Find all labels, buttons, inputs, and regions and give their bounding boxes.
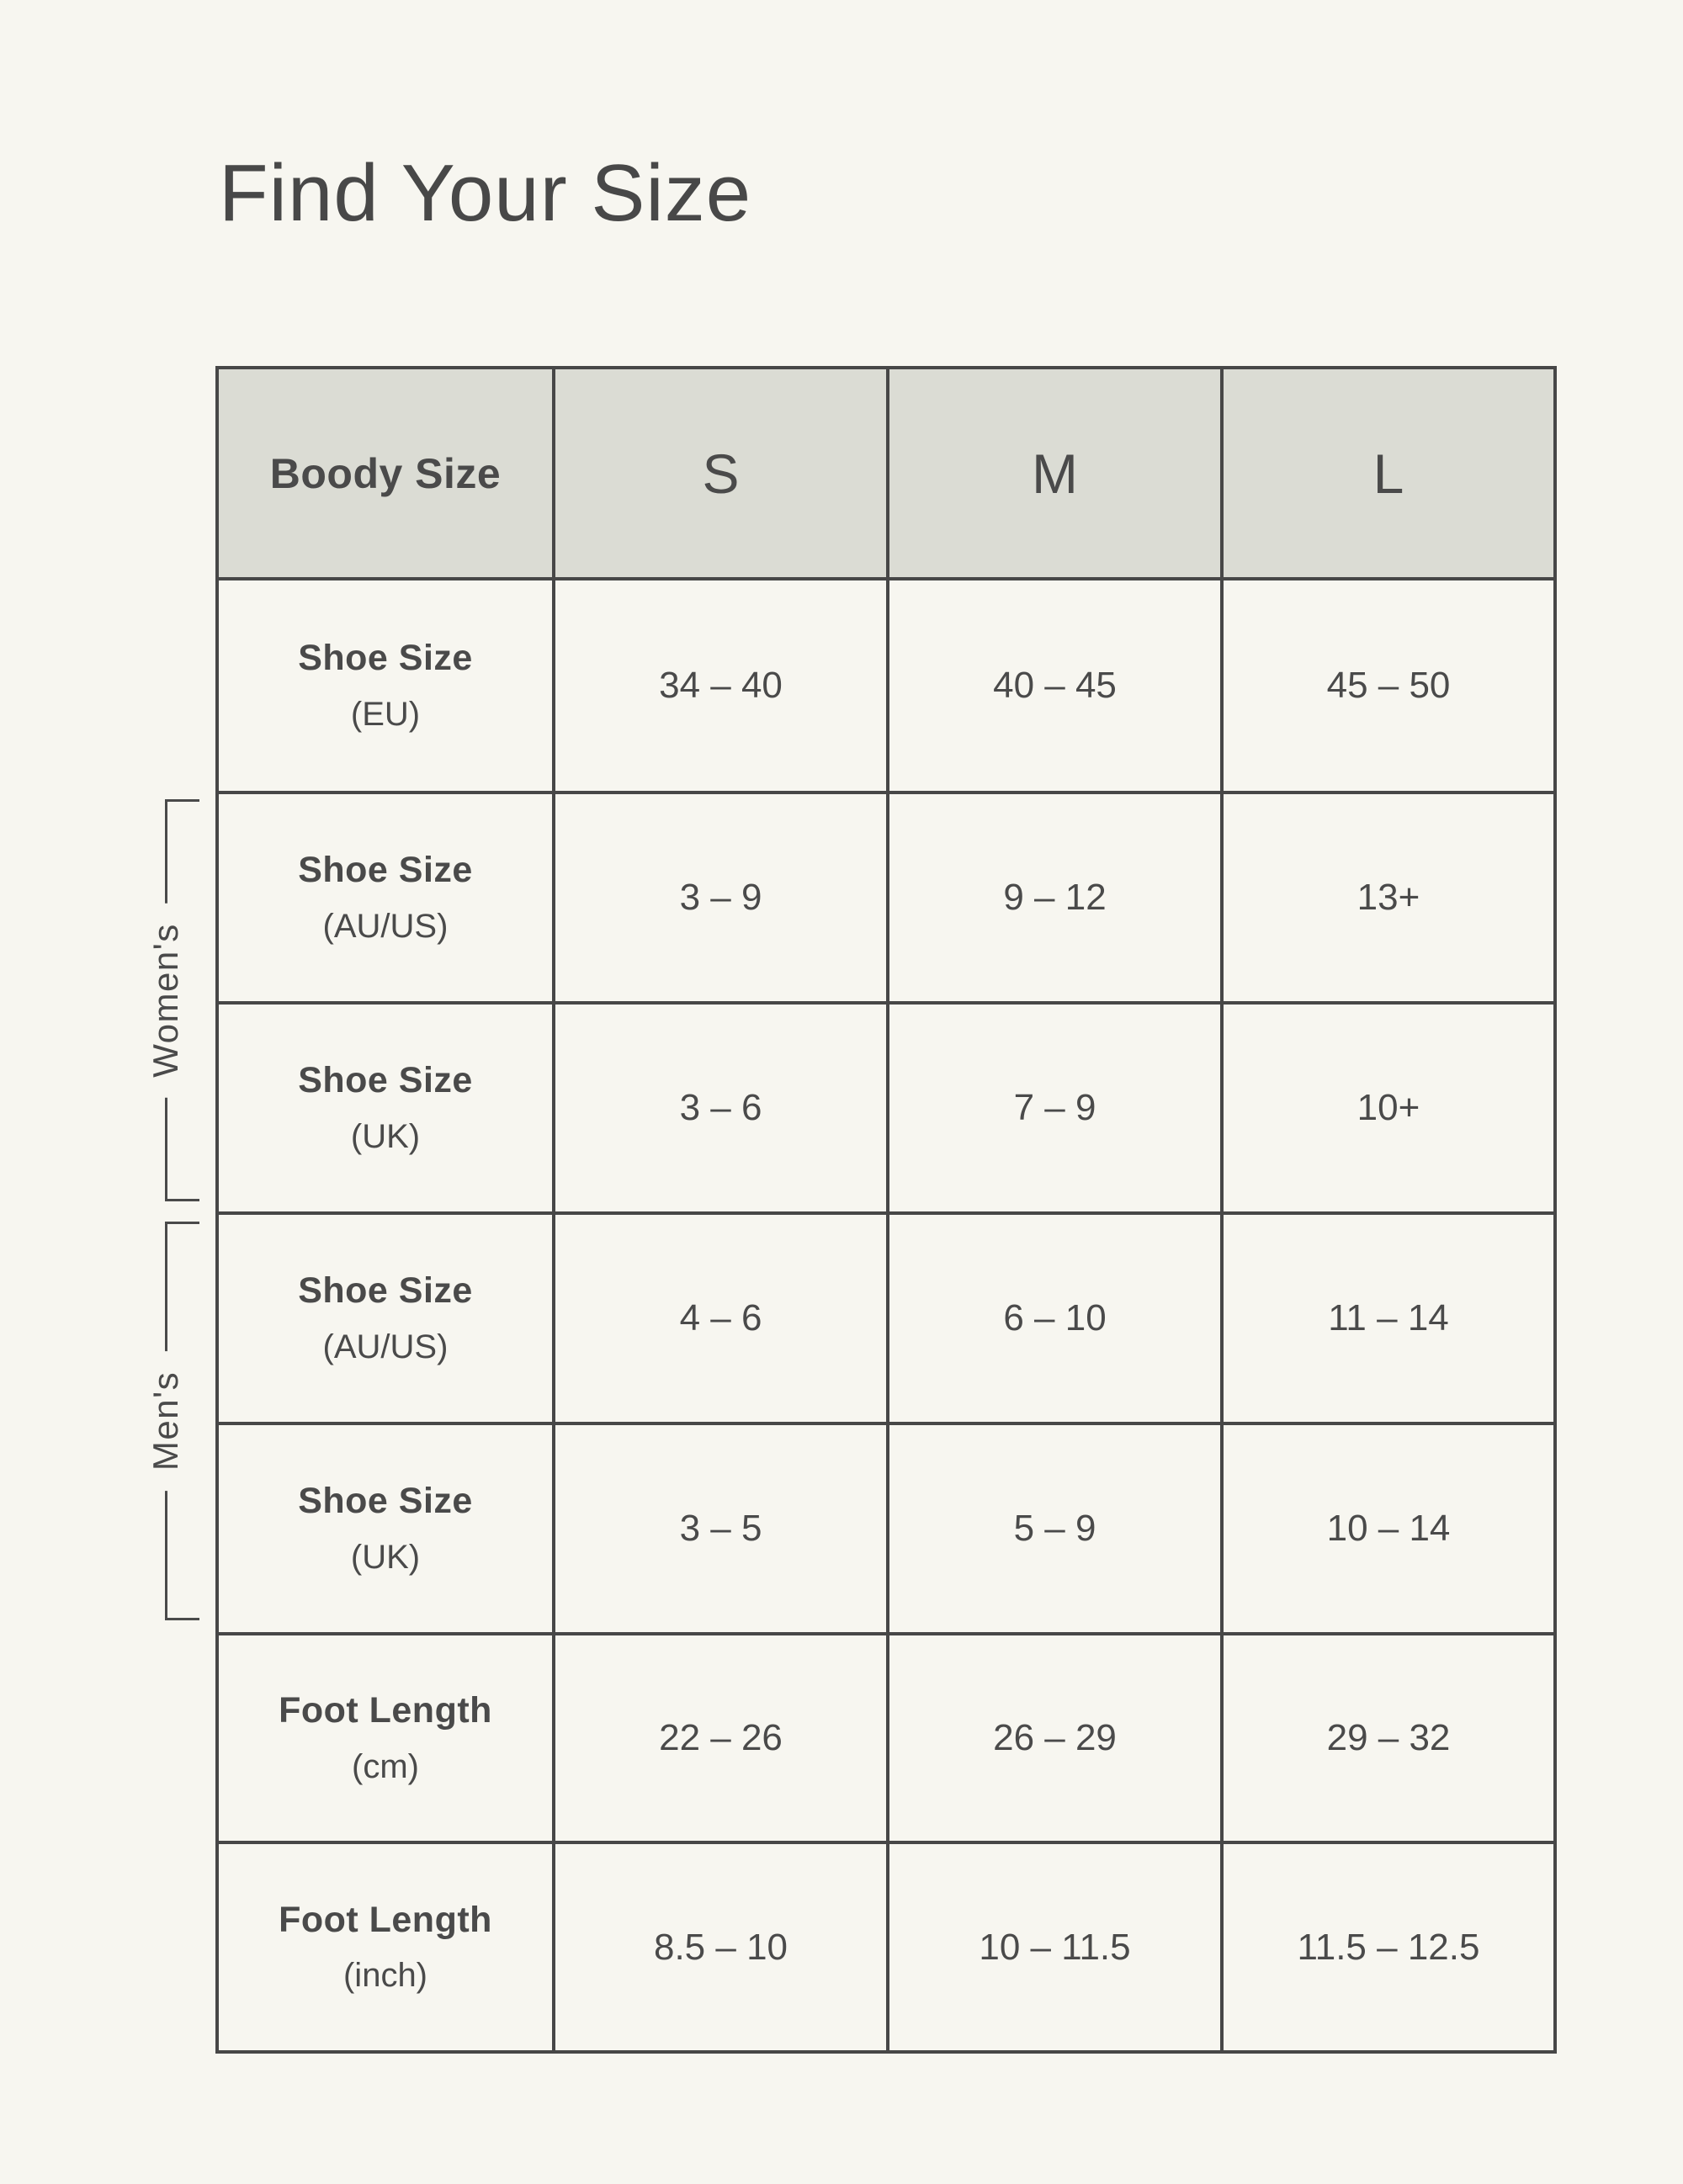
row-label-cell: Shoe Size (EU) [215, 577, 555, 794]
row-label-cell: Shoe Size (AU/US) [215, 791, 555, 1005]
cell-s: 3 – 9 [552, 791, 889, 1005]
row-unit: (AU/US) [322, 907, 449, 945]
cell-m: 10 – 11.5 [886, 1841, 1224, 2054]
cell-l: 11.5 – 12.5 [1220, 1841, 1557, 2054]
row-label: Shoe Size [298, 850, 473, 891]
row-unit: (UK) [350, 1117, 421, 1155]
row-label: Shoe Size [298, 1060, 473, 1101]
cell-s: 4 – 6 [552, 1211, 889, 1425]
table-row-foot-length-cm: Foot Length (cm) 22 – 26 26 – 29 29 – 32 [215, 1632, 1557, 1844]
row-unit: (cm) [352, 1747, 419, 1785]
header-boody-size: Boody Size [215, 366, 555, 580]
cell-l: 10+ [1220, 1001, 1557, 1215]
row-unit: (inch) [342, 1957, 428, 1995]
cell-s: 3 – 5 [552, 1422, 889, 1635]
cell-s: 8.5 – 10 [552, 1841, 889, 2054]
mens-group-label: Men's [146, 1350, 186, 1492]
table-row-mens-shoe-size-uk: Shoe Size (UK) 3 – 5 5 – 9 10 – 14 [215, 1422, 1557, 1635]
header-row: Boody Size S M L [215, 366, 1557, 580]
cell-m: 7 – 9 [886, 1001, 1224, 1215]
table-row-mens-shoe-size-auus: Shoe Size (AU/US) 4 – 6 6 – 10 11 – 14 [215, 1211, 1557, 1425]
cell-m: 40 – 45 [886, 577, 1224, 794]
cell-m: 26 – 29 [886, 1632, 1224, 1844]
header-size-m: M [886, 366, 1224, 580]
womens-group-label: Women's [146, 903, 186, 1098]
row-unit: (EU) [350, 695, 421, 733]
cell-m: 5 – 9 [886, 1422, 1224, 1635]
row-label: Shoe Size [298, 1481, 473, 1522]
table-row-shoe-size-eu: Shoe Size (EU) 34 – 40 40 – 45 45 – 50 [215, 577, 1557, 794]
table-row-foot-length-inch: Foot Length (inch) 8.5 – 10 10 – 11.5 11… [215, 1841, 1557, 2054]
cell-s: 22 – 26 [552, 1632, 889, 1844]
row-label-cell: Shoe Size (UK) [215, 1001, 555, 1215]
row-label-cell: Shoe Size (AU/US) [215, 1211, 555, 1425]
header-size-s: S [552, 366, 889, 580]
cell-s: 34 – 40 [552, 577, 889, 794]
table-row-womens-shoe-size-auus: Shoe Size (AU/US) 3 – 9 9 – 12 13+ [215, 791, 1557, 1005]
row-label: Shoe Size [298, 1270, 473, 1312]
cell-m: 9 – 12 [886, 791, 1224, 1005]
row-label: Foot Length [279, 1899, 492, 1940]
size-chart-table: Boody Size S M L Shoe Size (EU) 34 – 40 … [215, 366, 1557, 2054]
row-label-cell: Foot Length (cm) [215, 1632, 555, 1844]
cell-l: 10 – 14 [1220, 1422, 1557, 1635]
row-label-cell: Shoe Size (UK) [215, 1422, 555, 1635]
cell-l: 13+ [1220, 791, 1557, 1005]
row-unit: (AU/US) [322, 1328, 449, 1365]
page-title: Find Your Size [219, 148, 752, 238]
cell-l: 11 – 14 [1220, 1211, 1557, 1425]
cell-l: 45 – 50 [1220, 577, 1557, 794]
header-size-l: L [1220, 366, 1557, 580]
table-row-womens-shoe-size-uk: Shoe Size (UK) 3 – 6 7 – 9 10+ [215, 1001, 1557, 1215]
cell-l: 29 – 32 [1220, 1632, 1557, 1844]
cell-m: 6 – 10 [886, 1211, 1224, 1425]
row-label: Shoe Size [298, 638, 473, 679]
row-label-cell: Foot Length (inch) [215, 1841, 555, 2054]
cell-s: 3 – 6 [552, 1001, 889, 1215]
row-unit: (UK) [350, 1538, 421, 1576]
row-label: Foot Length [279, 1690, 492, 1731]
